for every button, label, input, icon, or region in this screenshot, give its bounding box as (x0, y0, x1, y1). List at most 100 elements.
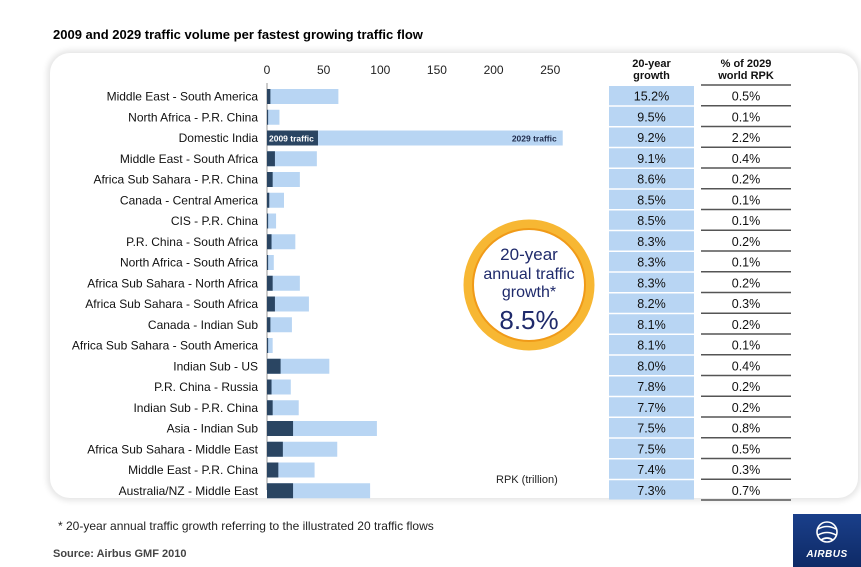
growth-cell (609, 252, 694, 272)
bar-2029 (267, 441, 338, 457)
share-value: 0.7% (732, 484, 761, 498)
bar-2009 (267, 151, 275, 167)
growth-cell (609, 272, 694, 292)
category-label: Africa Sub Sahara - P.R. China (93, 173, 258, 187)
share-value: 0.1% (732, 214, 761, 228)
growth-value: 8.1% (637, 339, 666, 353)
growth-value: 15.2% (634, 90, 669, 104)
bar-2029 (267, 255, 274, 270)
growth-cell (609, 189, 694, 209)
category-label: Africa Sub Sahara - South Africa (85, 297, 258, 311)
share-value: 2.2% (732, 131, 761, 145)
airbus-logo-text: AIRBUS (806, 549, 848, 560)
growth-value: 7.4% (637, 463, 666, 477)
growth-value: 9.5% (637, 110, 666, 124)
table-header-growth: 20-year growth (632, 58, 671, 82)
x-tick-label: 50 (317, 63, 331, 77)
share-value: 0.2% (732, 318, 761, 332)
growth-value: 9.1% (637, 152, 666, 166)
growth-cell (609, 480, 694, 500)
category-label: North Africa - South Africa (120, 256, 258, 270)
growth-cell (609, 314, 694, 334)
x-tick-label: 200 (484, 63, 504, 77)
growth-cell (609, 293, 694, 313)
growth-cell (609, 210, 694, 230)
category-label: Indian Sub - P.R. China (133, 401, 258, 415)
bars: 2009 traffic 2029 traffic (267, 89, 563, 499)
growth-value: 8.3% (637, 256, 666, 270)
callout-line3: growth* (502, 284, 556, 301)
category-label: Canada - Central America (120, 193, 258, 207)
source-note: Source: Airbus GMF 2010 (53, 548, 187, 560)
share-value: 0.5% (732, 90, 761, 104)
category-label: Middle East - South America (107, 90, 259, 104)
share-value: 0.1% (732, 110, 761, 124)
bar-2009 (267, 379, 272, 395)
category-label: Africa Sub Sahara - Middle East (87, 442, 258, 456)
x-tick-label: 150 (427, 63, 447, 77)
growth-cell (609, 418, 694, 438)
category-label: Australia/NZ - Middle East (119, 484, 259, 498)
bar-2009 (267, 109, 269, 125)
bar-2009 (267, 421, 294, 436)
growth-value: 8.3% (637, 276, 666, 290)
bar-2009 (267, 296, 275, 312)
growth-cell (609, 376, 694, 396)
share-value: 0.1% (732, 193, 761, 207)
bar-2029 (267, 109, 280, 125)
bar-2029 (267, 151, 317, 167)
x-tick-label: 100 (370, 63, 390, 77)
growth-cell (609, 459, 694, 479)
share-value: 0.2% (732, 380, 761, 394)
bar-2029 (267, 462, 315, 478)
bar-2009 (267, 255, 269, 270)
x-unit-label: RPK (trillion) (496, 474, 558, 486)
airbus-logo: AIRBUS (793, 514, 861, 567)
bar-2009 (267, 483, 294, 499)
bar-2029 (267, 400, 299, 416)
category-label: P.R. China - Russia (154, 380, 258, 394)
airbus-globe-icon (816, 521, 838, 543)
bar-2029 (267, 130, 563, 146)
growth-cell (609, 335, 694, 355)
growth-value: 7.7% (637, 401, 666, 415)
category-label: Domestic India (179, 131, 259, 145)
bar-2029 (267, 379, 291, 395)
growth-value: 8.5% (637, 193, 666, 207)
growth-value: 9.2% (637, 131, 666, 145)
share-value: 0.2% (732, 401, 761, 415)
category-labels: Middle East - South America North Africa … (72, 90, 259, 498)
growth-value: 7.8% (637, 380, 666, 394)
growth-cell (609, 106, 694, 126)
bar-2029 (267, 89, 339, 104)
growth-cell (609, 169, 694, 189)
x-tick-label: 0 (264, 63, 271, 77)
chart-title: 2009 and 2029 traffic volume per fastest… (53, 27, 423, 42)
table-header-share: % of 2029 world RPK (717, 58, 774, 82)
category-label: Middle East - P.R. China (128, 463, 258, 477)
growth-cell (609, 397, 694, 417)
share-value: 0.3% (732, 463, 761, 477)
growth-cell (609, 86, 694, 106)
category-label: CIS - P.R. China (171, 214, 258, 228)
callout-value: 8.5% (499, 305, 558, 335)
category-label: North Africa - P.R. China (128, 110, 258, 124)
share-value: 0.4% (732, 152, 761, 166)
callout-ring-inner (472, 228, 586, 342)
category-label: Canada - Indian Sub (148, 318, 258, 332)
share-value: 0.8% (732, 422, 761, 436)
category-label: Asia - Indian Sub (167, 422, 259, 436)
growth-cell (609, 355, 694, 375)
share-value: 0.1% (732, 339, 761, 353)
bar-2009 (267, 275, 273, 291)
category-label: Middle East - South Africa (120, 152, 258, 166)
category-label: Africa Sub Sahara - South America (72, 339, 258, 353)
growth-value: 7.3% (637, 484, 666, 498)
growth-value: 8.6% (637, 173, 666, 187)
category-label: Indian Sub - US (173, 359, 258, 373)
bar-2009 (267, 172, 273, 187)
growth-value: 7.5% (637, 422, 666, 436)
growth-table: 20-year growth % of 2029 world RPK 15.2% 0.5%… (609, 58, 791, 501)
bar-2009 (267, 462, 279, 478)
share-value: 0.5% (732, 442, 761, 456)
